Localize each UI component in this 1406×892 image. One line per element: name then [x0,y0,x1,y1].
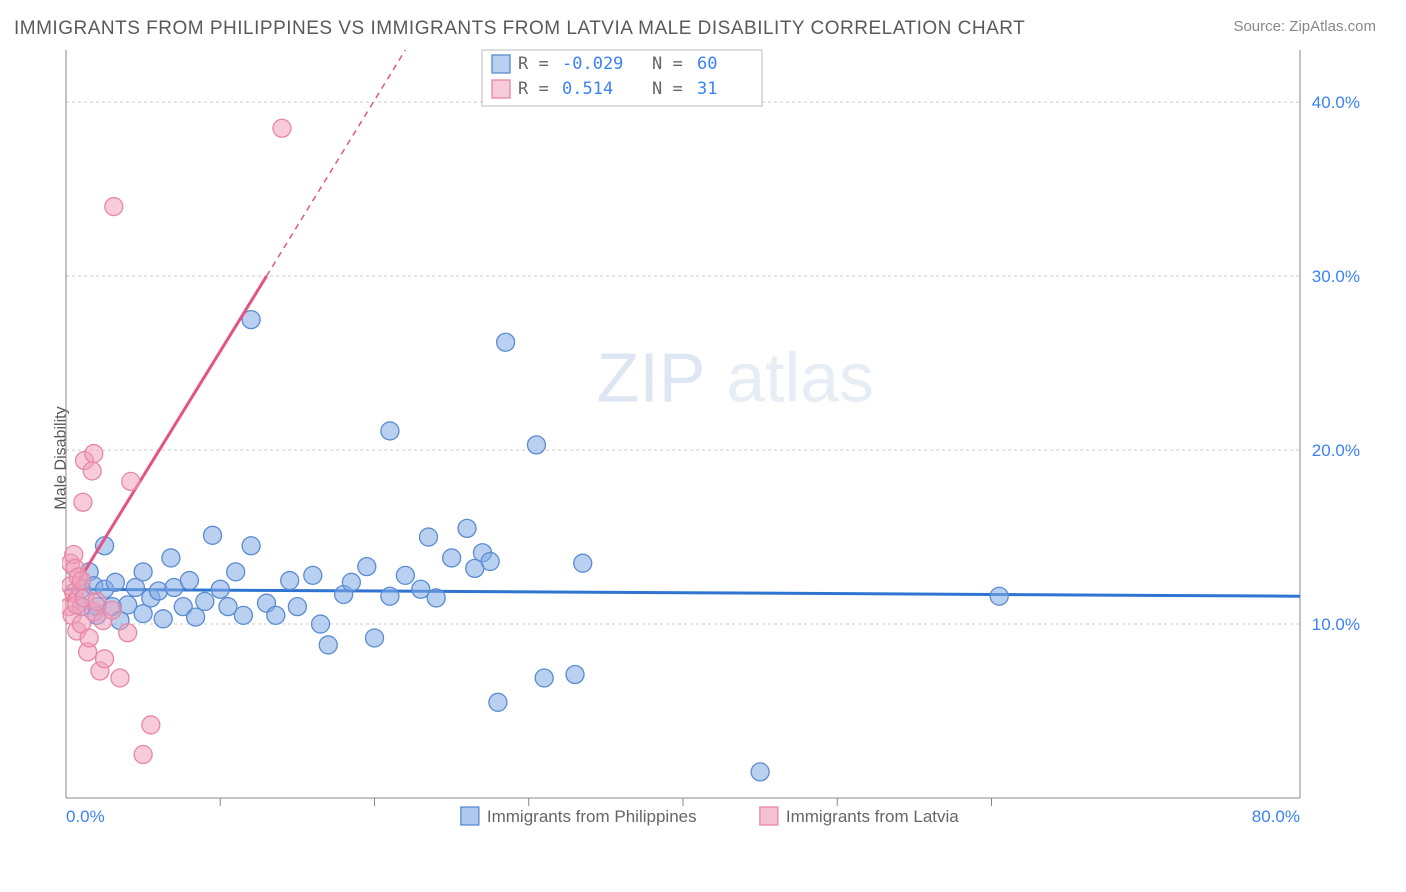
data-point [83,462,101,480]
data-point [288,598,306,616]
chart-svg: 10.0% 20.0% 30.0% 40.0% ZIP atlas 0.0% 80.0% R =… [62,48,1372,828]
data-point [105,198,123,216]
data-point [196,592,214,610]
data-point [187,608,205,626]
data-point [106,573,124,591]
data-point [481,552,499,570]
legend-n-label: N = [652,54,683,74]
data-point [990,587,1008,605]
chart-title: IMMIGRANTS FROM PHILIPPINES VS IMMIGRANT… [14,18,1025,40]
data-point [211,580,229,598]
data-point [154,610,172,628]
data-point [134,746,152,764]
data-point [419,528,437,546]
data-point [273,119,291,137]
data-point [281,572,299,590]
data-point [180,572,198,590]
data-point [535,669,553,687]
data-point [319,636,337,654]
y-tick-label: 40.0% [1312,93,1360,112]
data-point [242,537,260,555]
data-point [358,558,376,576]
data-point [103,601,121,619]
data-point [304,566,322,584]
data-point [234,606,252,624]
data-point [366,629,384,647]
data-point [566,665,584,683]
data-point [489,693,507,711]
data-point [342,573,360,591]
data-point [312,615,330,633]
data-point [162,549,180,567]
data-point [227,563,245,581]
legend-series-label: Immigrants from Philippines [487,807,697,826]
data-point [134,563,152,581]
y-tick-label: 30.0% [1312,267,1360,286]
data-point [751,763,769,781]
legend-swatch [492,80,510,98]
data-point [72,572,90,590]
data-point [204,526,222,544]
legend-swatch [461,807,479,825]
data-point [427,589,445,607]
data-point [96,650,114,668]
data-point [396,566,414,584]
data-point [443,549,461,567]
legend-n-value: 60 [697,54,717,74]
legend-r-label: R = [518,54,549,74]
legend-series-label: Immigrants from Latvia [786,807,959,826]
legend-r-label: R = [518,79,549,99]
data-point [574,554,592,572]
legend-n-label: N = [652,79,683,99]
trend-line [66,589,1300,596]
data-point [458,519,476,537]
data-point [122,472,140,490]
legend-n-value: 31 [697,79,717,99]
data-point [497,333,515,351]
data-point [85,445,103,463]
data-point [119,624,137,642]
data-point [267,606,285,624]
y-tick-label: 20.0% [1312,441,1360,460]
watermark: ZIP [597,339,706,417]
legend-swatch [760,807,778,825]
chart-container: Male Disability 10.0%20.0%30.0%40.0%ZIPa… [14,48,1376,868]
data-point [80,629,98,647]
plot-area: 10.0% 20.0% 30.0% 40.0% ZIP atlas 0.0% 80.0% R =… [62,48,1376,828]
data-point [74,493,92,511]
data-point [527,436,545,454]
legend-r-value: 0.514 [562,79,613,99]
source-label: Source: ZipAtlas.com [1233,18,1376,35]
legend-r-value: -0.029 [562,54,623,74]
x-tick-label: 80.0% [1252,807,1300,826]
x-tick-label: 0.0% [66,807,105,826]
watermark: atlas [726,339,874,417]
data-point [381,587,399,605]
trend-line-dashed [267,50,406,276]
data-point [111,669,129,687]
legend-swatch [492,55,510,73]
data-point [381,422,399,440]
data-point [142,716,160,734]
y-tick-label: 10.0% [1312,615,1360,634]
